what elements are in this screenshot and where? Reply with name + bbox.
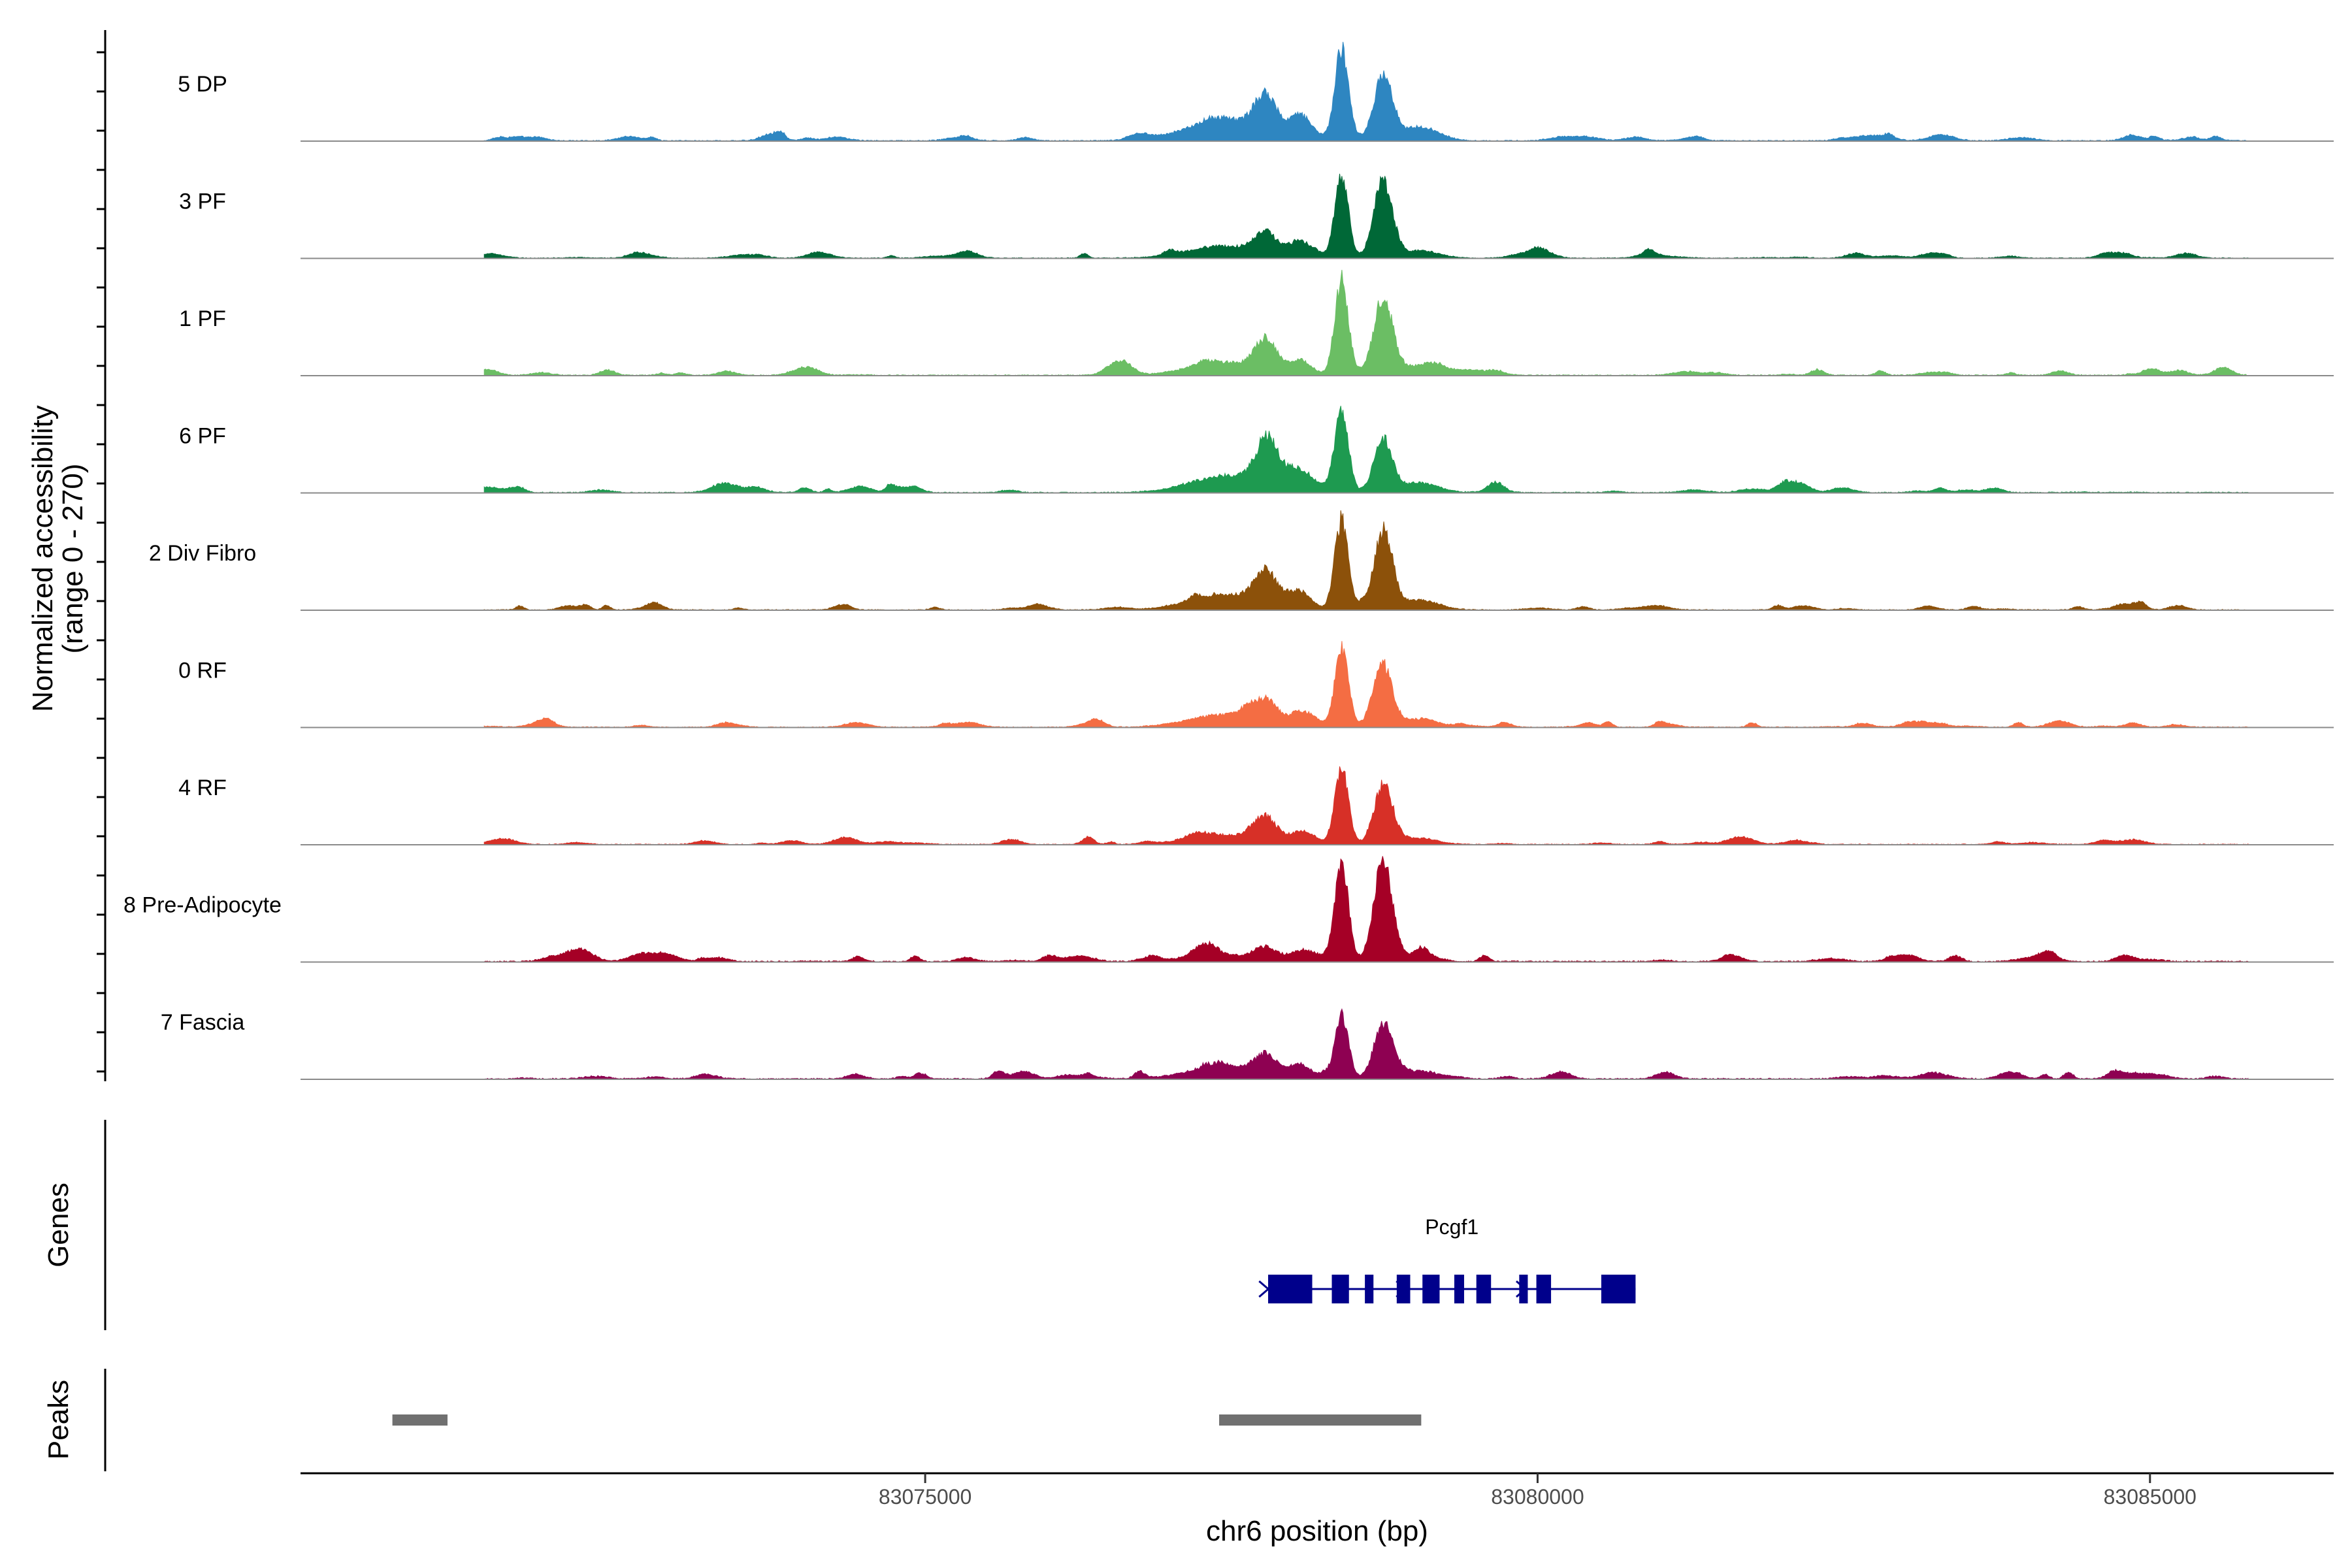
gene-exon xyxy=(1476,1275,1492,1303)
x-axis-title: chr6 position (bp) xyxy=(1206,1515,1428,1547)
track-label: 7 Fascia xyxy=(161,1010,245,1035)
track-8-pre-adipocyte: 8 Pre-Adipocyte xyxy=(123,856,2334,963)
gene-exon xyxy=(1519,1275,1528,1303)
track-3-pf: 3 PF xyxy=(179,173,2334,259)
peak-region xyxy=(392,1414,448,1426)
x-tick-label: 83085000 xyxy=(2104,1485,2197,1509)
gene-exon xyxy=(1268,1275,1313,1303)
genes-track: Pcgf1 xyxy=(1258,1215,1636,1303)
track-label: 8 Pre-Adipocyte xyxy=(123,893,282,918)
track-label: 5 DP xyxy=(178,72,227,97)
peaks-track xyxy=(392,1414,1422,1426)
track-label: 1 PF xyxy=(179,306,226,331)
track-7-fascia: 7 Fascia xyxy=(161,1008,2334,1080)
strand-arrow-icon xyxy=(1396,1280,1407,1298)
x-axis-ticks: 83075000 83080000 83085000 xyxy=(879,1473,2197,1509)
gene-exon xyxy=(1331,1275,1349,1303)
track-label: 0 RF xyxy=(178,659,227,683)
y-axis-title-range: (range 0 - 270) xyxy=(57,463,89,653)
track-2-div-fibro: 2 Div Fibro xyxy=(149,510,2334,611)
track-label: 2 Div Fibro xyxy=(149,541,256,566)
gene-exon xyxy=(1365,1275,1374,1303)
genes-track-title: Genes xyxy=(42,1183,74,1267)
y-axis-title: Normalized accessibility xyxy=(27,405,59,711)
peak-region xyxy=(1219,1414,1422,1426)
track-4-rf: 4 RF xyxy=(178,766,2334,845)
gene-exon xyxy=(1396,1275,1411,1303)
coverage-y-ticks xyxy=(97,51,105,1073)
track-label: 4 RF xyxy=(178,776,227,800)
gene-name-label: Pcgf1 xyxy=(1425,1215,1478,1239)
strand-arrow-icon xyxy=(1515,1280,1527,1298)
x-tick-label: 83080000 xyxy=(1491,1485,1584,1509)
gene-exon xyxy=(1422,1275,1440,1303)
gene-exon xyxy=(1536,1275,1552,1303)
track-6-pf: 6 PF xyxy=(179,406,2334,494)
coverage-area xyxy=(483,42,2249,142)
track-1-pf: 1 PF xyxy=(179,269,2334,376)
coverage-area xyxy=(483,269,2249,376)
coverage-tracks: 5 DP 3 PF 1 PF 6 PF 2 Div Fibro 0 RF 4 RF 8 Pre… xyxy=(123,42,2334,1080)
track-label: 3 PF xyxy=(179,189,226,214)
strand-arrow-icon xyxy=(1258,1280,1270,1298)
coverage-area xyxy=(483,406,2249,494)
track-0-rf: 0 RF xyxy=(178,641,2334,728)
track-5-dp: 5 DP xyxy=(178,42,2334,142)
track-label: 6 PF xyxy=(179,424,226,449)
x-tick-label: 83075000 xyxy=(879,1485,972,1509)
gene-exon xyxy=(1454,1275,1464,1303)
peaks-track-title: Peaks xyxy=(42,1380,74,1460)
gene-exon xyxy=(1601,1275,1636,1303)
